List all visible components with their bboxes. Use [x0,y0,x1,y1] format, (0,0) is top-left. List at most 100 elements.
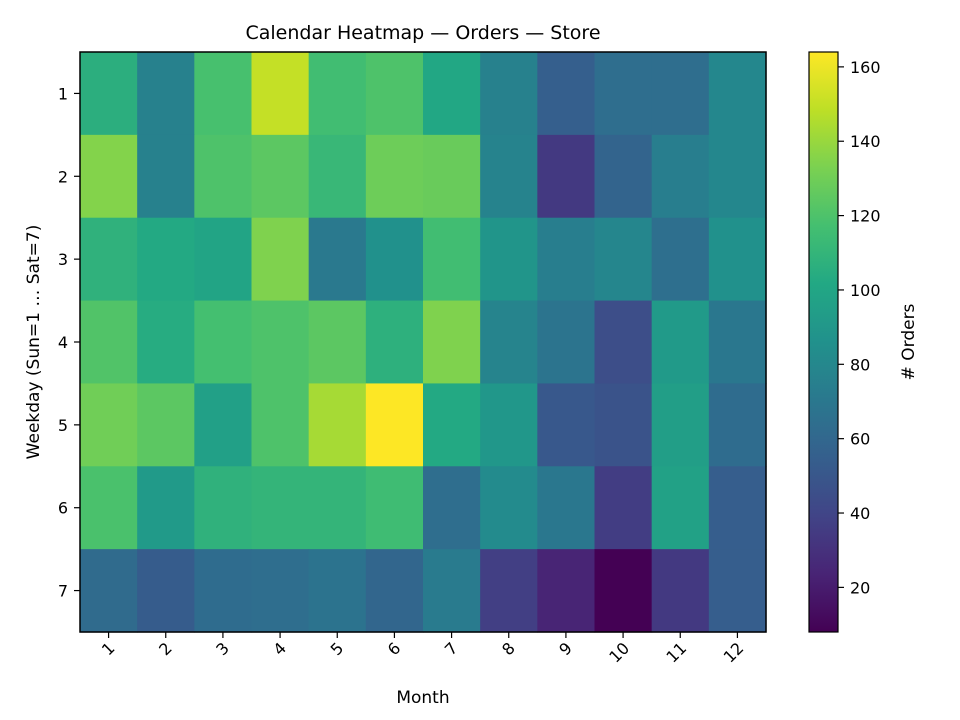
heatmap-cell [194,300,253,385]
colorbar-label: # Orders [899,303,919,380]
heatmap-cell [708,52,767,136]
heatmap-cell [423,217,481,302]
heatmap-cell [651,134,710,219]
y-tick-label: 4 [58,333,68,352]
heatmap-cell [251,300,310,385]
heatmap-cell [480,300,538,385]
heatmap-cell [251,52,310,136]
heatmap-cell [308,300,367,385]
heatmap-cell [594,549,653,633]
heatmap-cell [651,52,710,136]
y-tick-label: 6 [58,499,68,518]
y-tick-label: 7 [58,582,68,601]
heatmap-cell [708,383,767,467]
heatmap-cell [594,383,653,467]
heatmap-cell [251,549,310,633]
heatmap-cell [80,217,138,302]
y-tick-label: 2 [58,167,68,186]
heatmap-cell [423,549,481,633]
heatmap-cell [365,217,424,302]
heatmap-cell [251,466,310,550]
heatmap-cell [708,300,767,385]
x-tick-label: 3 [212,639,233,660]
heatmap-cell [137,217,195,302]
heatmap-cell [708,217,767,302]
colorbar-tick-label: 140 [850,132,881,151]
heatmap-cell [594,134,653,219]
heatmap-cell [594,466,653,550]
heatmap-cell [651,466,710,550]
heatmap-cell [80,466,138,550]
y-axis-label: Weekday (Sun=1 … Sat=7) [24,225,44,460]
heatmap-cell [594,52,653,136]
y-tick-label: 5 [58,416,68,435]
heatmap-cell [194,383,253,467]
colorbar [808,51,839,633]
colorbar-tick-label: 120 [850,207,881,226]
x-axis-ticks: 1 2 3 4 5 6 7 8 9 10 11 12 [98,632,747,666]
colorbar-tick-label: 40 [850,504,870,523]
heatmap-cell [137,134,195,219]
heatmap-cell [651,217,710,302]
heatmap-cell [480,52,538,136]
x-tick-label: 4 [269,639,290,660]
heatmap-cell [251,217,310,302]
heatmap-cell [423,383,481,467]
colorbar-tick-label: 60 [850,430,870,449]
x-tick-label: 6 [384,639,405,660]
x-tick-label: 12 [720,639,748,667]
heatmap-cell [423,134,481,219]
heatmap-cells [80,52,767,633]
heatmap-cell [423,466,481,550]
heatmap-cell [137,549,195,633]
heatmap-cell [194,52,253,136]
heatmap-cell [480,217,538,302]
heatmap-cell [80,383,138,467]
heatmap-cell [137,300,195,385]
heatmap-cell [308,383,367,467]
heatmap-cell [80,300,138,385]
heatmap-cell [194,549,253,633]
colorbar-tick-label: 80 [850,355,870,374]
heatmap-cell [308,549,367,633]
heatmap-cell [480,466,538,550]
heatmap-cell [308,466,367,550]
heatmap-cell [365,383,424,467]
heatmap-cell [480,383,538,467]
heatmap-cell [137,466,195,550]
heatmap-cell [537,300,596,385]
x-axis-label: Month [396,688,449,708]
heatmap-cell [194,466,253,550]
heatmap-cell [537,549,596,633]
y-axis-ticks: 1 2 3 4 5 6 7 [58,84,80,601]
heatmap-cell [537,383,596,467]
x-tick-label: 9 [555,639,576,660]
heatmap-cell [365,300,424,385]
heatmap-cell [80,549,138,633]
x-tick-label: 5 [327,639,348,660]
heatmap-cell [537,466,596,550]
heatmap-cell [137,52,195,136]
heatmap-cell [708,466,767,550]
x-tick-label: 8 [498,639,519,660]
x-tick-label: 10 [605,639,633,667]
heatmap-cell [708,134,767,219]
colorbar-tick-label: 20 [850,578,870,597]
heatmap-cell [365,52,424,136]
heatmap-cell [423,300,481,385]
heatmap-cell [137,383,195,467]
heatmap-cell [80,52,138,136]
colorbar-tick-label: 100 [850,281,881,300]
heatmap-cell [80,134,138,219]
heatmap-cell [308,217,367,302]
heatmap-cell [251,383,310,467]
heatmap-cell [651,549,710,633]
heatmap-cell [308,52,367,136]
y-tick-label: 3 [58,250,68,269]
heatmap-cell [594,217,653,302]
heatmap-cell [194,217,253,302]
chart-title: Calendar Heatmap — Orders — Store [245,22,600,44]
heatmap-cell [537,134,596,219]
heatmap-cell [423,52,481,136]
